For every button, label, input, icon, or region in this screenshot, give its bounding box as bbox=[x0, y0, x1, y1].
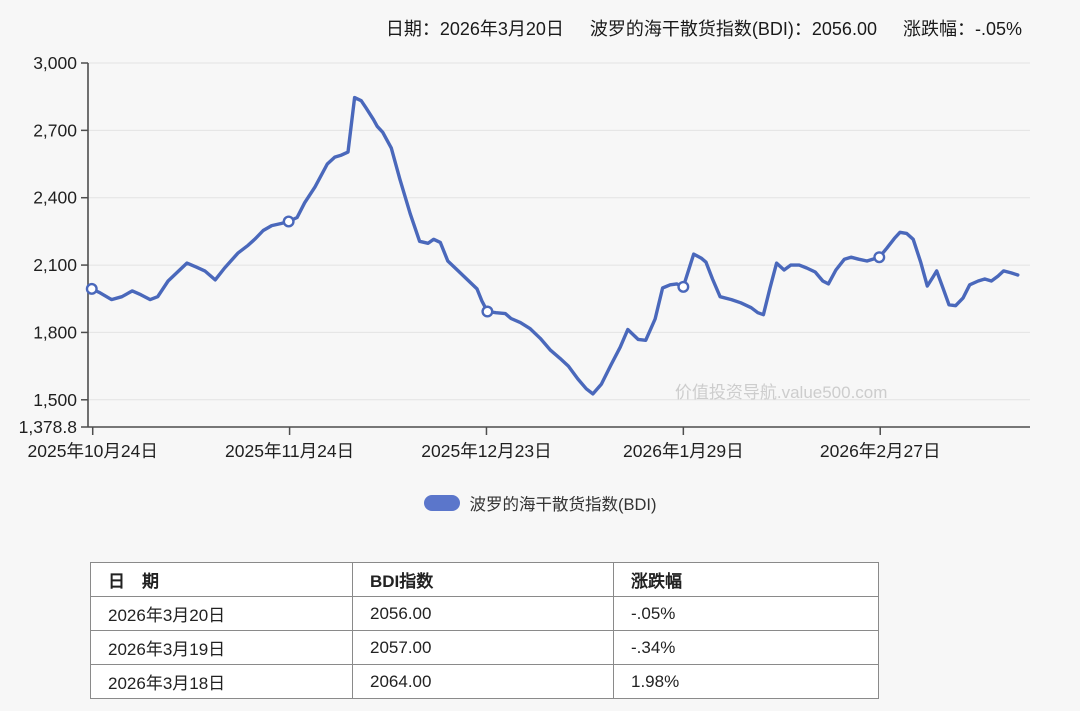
y-axis-label: 2,100 bbox=[33, 255, 77, 275]
bdi-history-table: 日 期 BDI指数 涨跌幅 2026年3月20日 2056.00 -.05% 2… bbox=[90, 562, 879, 699]
table-row: 2026年3月18日 2064.00 1.98% bbox=[90, 664, 879, 699]
cell-date: 2026年3月18日 bbox=[90, 664, 353, 699]
cell-bdi: 2057.00 bbox=[352, 630, 614, 665]
y-axis-label: 3,000 bbox=[33, 55, 77, 73]
header-date: 日期：2026年3月20日 bbox=[385, 18, 564, 39]
table-row: 2026年3月20日 2056.00 -.05% bbox=[90, 596, 879, 631]
legend-swatch bbox=[423, 495, 460, 511]
bdi-line-chart: 3,000 2,700 2,400 2,100 1,800 1,500 1,378.8 202… bbox=[19, 55, 1030, 460]
y-axis-label: 1,500 bbox=[33, 390, 77, 410]
bdi-series-line bbox=[90, 95, 1020, 396]
chart-header: 日期：2026年3月20日 波罗的海干散货指数(BDI)：2056.00 涨跌幅… bbox=[0, 0, 1080, 55]
x-axis-label: 2026年1月29日 bbox=[623, 441, 744, 460]
data-point-marker[interactable] bbox=[481, 305, 494, 318]
y-axis-label: 1,800 bbox=[33, 322, 77, 342]
x-axis-label: 2025年12月23日 bbox=[421, 441, 551, 460]
data-point-marker[interactable] bbox=[677, 280, 690, 293]
watermark: 价值投资导航.value500.com bbox=[675, 383, 888, 402]
cell-change: 1.98% bbox=[613, 664, 879, 699]
y-axis-label: 2,400 bbox=[33, 188, 77, 208]
column-header-date: 日 期 bbox=[90, 562, 353, 597]
x-axis-label: 2026年2月27日 bbox=[820, 441, 941, 460]
chart-legend[interactable]: 波罗的海干散货指数(BDI) bbox=[0, 492, 1080, 514]
column-header-bdi: BDI指数 bbox=[352, 562, 614, 597]
table-row: 2026年3月19日 2057.00 -.34% bbox=[90, 630, 879, 665]
data-point-marker[interactable] bbox=[282, 215, 295, 228]
cell-change: -.05% bbox=[613, 596, 879, 631]
x-axis-label: 2025年11月24日 bbox=[225, 441, 354, 460]
x-axis-label: 2025年10月24日 bbox=[28, 441, 158, 460]
legend-label: 波罗的海干散货指数(BDI) bbox=[469, 496, 657, 514]
cell-bdi: 2056.00 bbox=[352, 596, 614, 631]
cell-bdi: 2064.00 bbox=[352, 664, 614, 699]
header-change-value: 涨跌幅：-.05% bbox=[902, 18, 1022, 39]
data-point-marker[interactable] bbox=[873, 251, 886, 264]
table-header-row: 日 期 BDI指数 涨跌幅 bbox=[90, 562, 879, 597]
y-axis-label: 1,378.8 bbox=[19, 417, 77, 437]
y-axis-label: 2,700 bbox=[33, 120, 77, 140]
cell-date: 2026年3月20日 bbox=[90, 596, 353, 631]
cell-change: -.34% bbox=[613, 630, 879, 665]
header-index-value: 波罗的海干散货指数(BDI)：2056.00 bbox=[589, 18, 877, 39]
cell-date: 2026年3月19日 bbox=[90, 630, 353, 665]
column-header-change: 涨跌幅 bbox=[613, 562, 879, 597]
data-point-marker[interactable] bbox=[85, 282, 98, 295]
